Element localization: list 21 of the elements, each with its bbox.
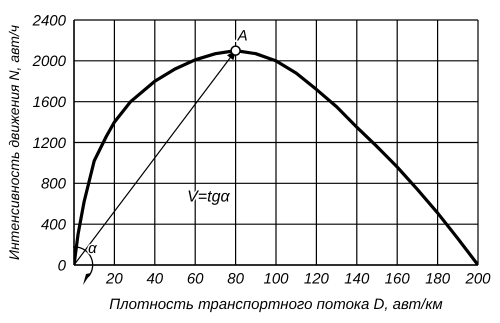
x-tick-label: 180 [425,270,451,288]
annotation: α [88,240,98,257]
x-tick-label: 80 [227,270,245,288]
y-tick-label: 1200 [32,134,67,152]
x-axis-title: Плотность транспортного потока D, авт/км [109,296,443,313]
y-tick-label: 400 [40,216,67,234]
x-tick-label: 100 [263,270,290,288]
y-tick-label: 800 [40,176,67,193]
x-tick-label: 20 [105,270,124,288]
x-tick-label: 60 [186,270,204,288]
annotation: A [236,28,248,45]
y-axis-title: Интенсивность движения N, авт/ч [6,24,22,260]
y-tick-label: 2400 [32,12,67,30]
y-tick-label: 2000 [32,53,67,70]
x-tick-label: 40 [146,270,164,288]
x-tick-label: 120 [304,270,330,288]
y-tick-label: 1600 [32,94,67,111]
y-tick-label: 0 [58,257,67,274]
x-tick-label: 160 [384,270,410,288]
x-tick-label: 140 [344,270,370,288]
x-tick-label: 200 [464,270,492,288]
